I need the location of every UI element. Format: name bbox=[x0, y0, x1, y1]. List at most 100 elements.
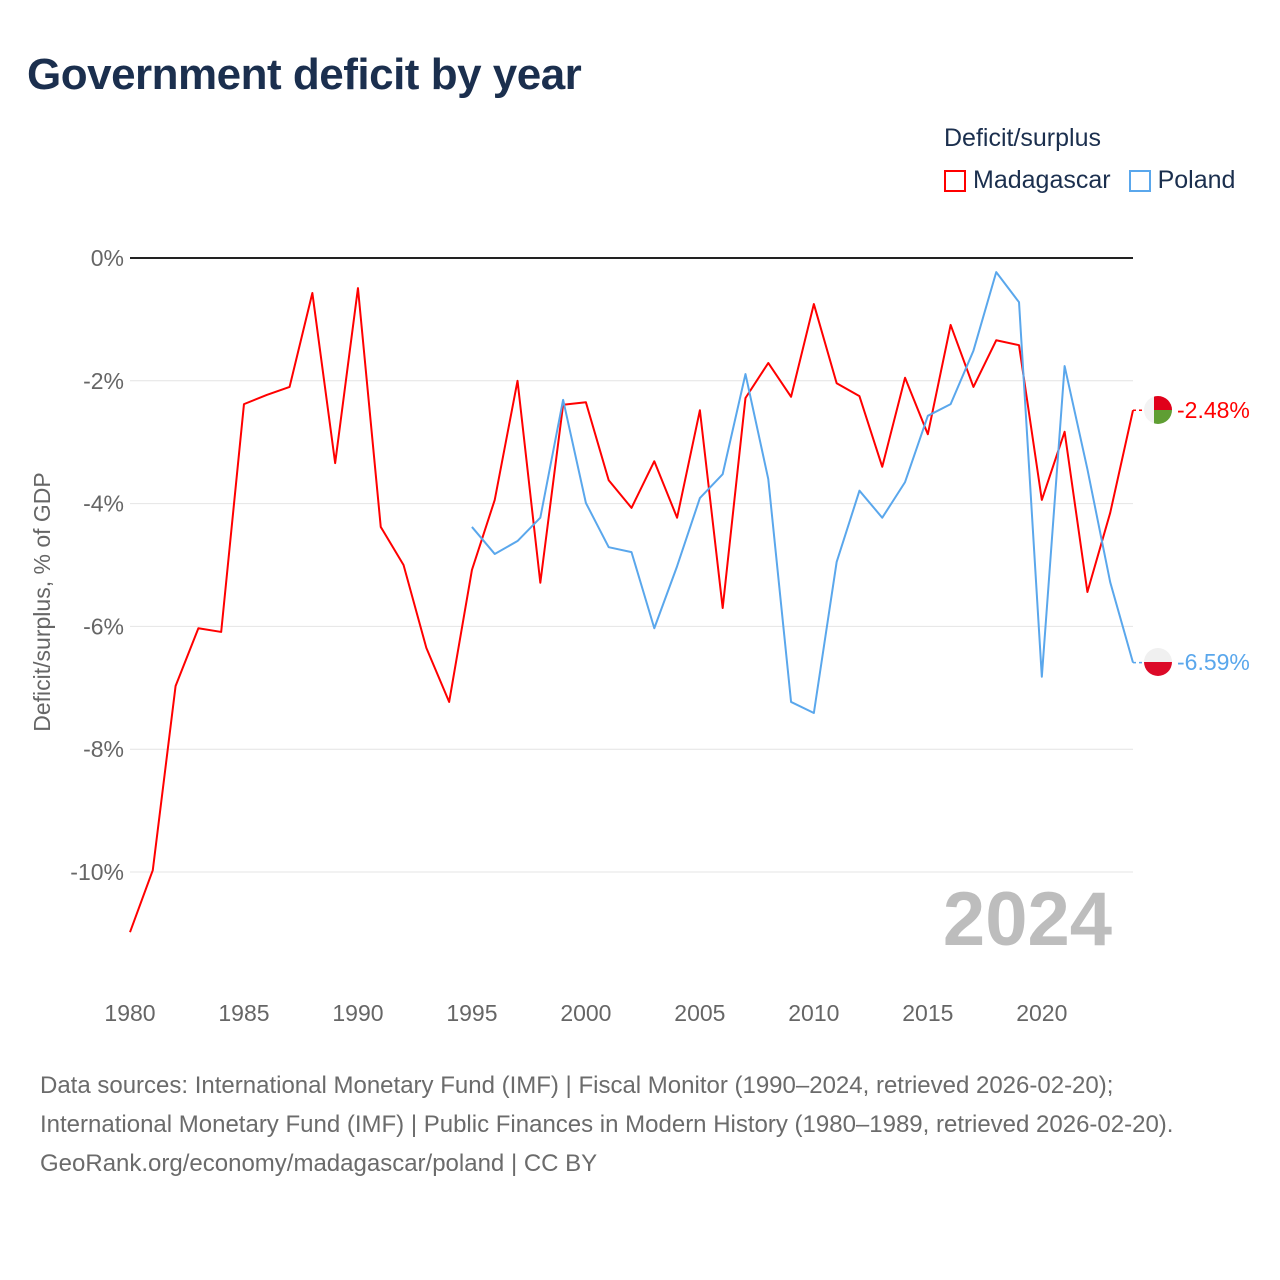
data-point-madagascar[interactable] bbox=[812, 302, 816, 306]
data-point-poland[interactable] bbox=[1108, 580, 1112, 584]
data-point-madagascar[interactable] bbox=[196, 626, 200, 630]
series-line-poland[interactable] bbox=[471, 271, 1134, 714]
data-point-madagascar[interactable] bbox=[1063, 430, 1067, 434]
data-point-madagascar[interactable] bbox=[402, 563, 406, 567]
data-point-madagascar[interactable] bbox=[675, 516, 679, 520]
data-point-poland[interactable] bbox=[1063, 364, 1067, 368]
data-point-poland[interactable] bbox=[630, 550, 634, 554]
data-point-madagascar[interactable] bbox=[652, 459, 656, 463]
data-point-madagascar[interactable] bbox=[698, 408, 702, 412]
y-tick-label: 0% bbox=[91, 245, 124, 271]
data-point-madagascar[interactable] bbox=[743, 396, 747, 400]
data-point-poland[interactable] bbox=[721, 472, 725, 476]
data-point-madagascar[interactable] bbox=[424, 646, 428, 650]
data-point-madagascar[interactable] bbox=[994, 338, 998, 342]
y-axis-label: Deficit/surplus, % of GDP bbox=[29, 472, 55, 731]
data-point-poland[interactable] bbox=[607, 545, 611, 549]
data-point-madagascar[interactable] bbox=[151, 868, 155, 872]
data-point-madagascar[interactable] bbox=[584, 400, 588, 404]
x-tick-label: 2020 bbox=[1016, 1000, 1067, 1026]
legend-item-poland[interactable]: Poland bbox=[1128, 166, 1236, 195]
data-point-madagascar[interactable] bbox=[789, 395, 793, 399]
data-point-madagascar[interactable] bbox=[447, 700, 451, 704]
footer: Data sources: International Monetary Fun… bbox=[40, 1066, 1240, 1183]
y-tick-label: -2% bbox=[83, 368, 124, 394]
data-point-madagascar[interactable] bbox=[835, 381, 839, 385]
data-point-madagascar[interactable] bbox=[1108, 511, 1112, 515]
x-tick-label: 1995 bbox=[446, 1000, 497, 1026]
y-tick-label: -6% bbox=[83, 613, 124, 639]
data-point-poland[interactable] bbox=[857, 489, 861, 493]
data-point-madagascar[interactable] bbox=[379, 525, 383, 529]
legend-item-madagascar[interactable]: Madagascar bbox=[944, 166, 1111, 195]
data-point-poland[interactable] bbox=[561, 398, 565, 402]
data-point-madagascar[interactable] bbox=[174, 684, 178, 688]
series-line-madagascar[interactable] bbox=[129, 287, 1134, 933]
madagascar-flag-icon bbox=[1144, 396, 1172, 424]
data-point-madagascar[interactable] bbox=[971, 385, 975, 389]
data-point-poland[interactable] bbox=[903, 480, 907, 484]
data-point-poland[interactable] bbox=[971, 349, 975, 353]
data-point-poland[interactable] bbox=[1017, 300, 1021, 304]
legend-swatch-madagascar bbox=[944, 169, 966, 192]
data-point-madagascar[interactable] bbox=[242, 402, 246, 406]
data-point-poland[interactable] bbox=[1040, 675, 1044, 679]
data-point-madagascar[interactable] bbox=[630, 506, 634, 510]
x-tick-label: 2005 bbox=[674, 1000, 725, 1026]
data-point-madagascar[interactable] bbox=[1085, 590, 1089, 594]
data-point-madagascar[interactable] bbox=[766, 361, 770, 365]
data-point-madagascar[interactable] bbox=[516, 379, 520, 383]
data-point-madagascar[interactable] bbox=[219, 630, 223, 634]
data-point-madagascar[interactable] bbox=[128, 930, 132, 934]
data-point-madagascar[interactable] bbox=[903, 376, 907, 380]
x-tick-label: 1985 bbox=[218, 1000, 269, 1026]
y-tick-label: -8% bbox=[83, 736, 124, 762]
data-point-poland[interactable] bbox=[949, 402, 953, 406]
data-point-madagascar[interactable] bbox=[265, 393, 269, 397]
legend-label: Poland bbox=[1157, 166, 1236, 194]
data-point-poland[interactable] bbox=[789, 700, 793, 704]
data-point-poland[interactable] bbox=[538, 516, 542, 520]
legend-title: Deficit/surplus bbox=[944, 124, 1101, 152]
data-point-poland[interactable] bbox=[743, 372, 747, 376]
data-sources: Data sources: International Monetary Fun… bbox=[40, 1072, 1174, 1138]
data-point-madagascar[interactable] bbox=[470, 568, 474, 572]
data-point-poland[interactable] bbox=[994, 270, 998, 274]
legend-swatch-poland bbox=[1128, 169, 1151, 192]
madagascar-end-label: -2.48% bbox=[1177, 397, 1250, 423]
data-point-madagascar[interactable] bbox=[857, 394, 861, 398]
data-point-poland[interactable] bbox=[880, 516, 884, 520]
data-point-madagascar[interactable] bbox=[607, 478, 611, 482]
data-point-madagascar[interactable] bbox=[721, 606, 725, 610]
data-point-madagascar[interactable] bbox=[1017, 343, 1021, 347]
data-point-madagascar[interactable] bbox=[356, 286, 360, 290]
data-point-poland[interactable] bbox=[835, 560, 839, 564]
credit-link[interactable]: GeoRank.org/economy/madagascar/poland | … bbox=[40, 1150, 598, 1177]
data-point-poland[interactable] bbox=[675, 564, 679, 568]
data-point-madagascar[interactable] bbox=[538, 581, 542, 585]
data-point-madagascar[interactable] bbox=[493, 498, 497, 502]
data-point-madagascar[interactable] bbox=[288, 385, 292, 389]
data-point-madagascar[interactable] bbox=[310, 291, 314, 295]
data-point-madagascar[interactable] bbox=[1040, 498, 1044, 502]
legend: Madagascar Poland bbox=[944, 166, 1235, 195]
data-point-madagascar[interactable] bbox=[880, 465, 884, 469]
data-point-poland[interactable] bbox=[698, 496, 702, 500]
data-point-poland[interactable] bbox=[470, 525, 474, 529]
data-point-poland[interactable] bbox=[584, 501, 588, 505]
data-point-poland[interactable] bbox=[926, 414, 930, 418]
poland-end-label: -6.59% bbox=[1177, 649, 1250, 675]
data-point-poland[interactable] bbox=[812, 711, 816, 715]
y-tick-label: -10% bbox=[70, 859, 124, 885]
data-point-madagascar[interactable] bbox=[333, 461, 337, 465]
data-point-madagascar[interactable] bbox=[949, 323, 953, 327]
data-point-madagascar[interactable] bbox=[926, 432, 930, 436]
data-point-poland[interactable] bbox=[766, 477, 770, 481]
data-point-poland[interactable] bbox=[1131, 661, 1135, 665]
data-point-poland[interactable] bbox=[652, 626, 656, 630]
data-point-poland[interactable] bbox=[516, 539, 520, 543]
data-point-madagascar[interactable] bbox=[1131, 408, 1135, 412]
data-point-poland[interactable] bbox=[493, 552, 497, 556]
x-tick-label: 1990 bbox=[332, 1000, 383, 1026]
data-point-poland[interactable] bbox=[1085, 467, 1089, 471]
